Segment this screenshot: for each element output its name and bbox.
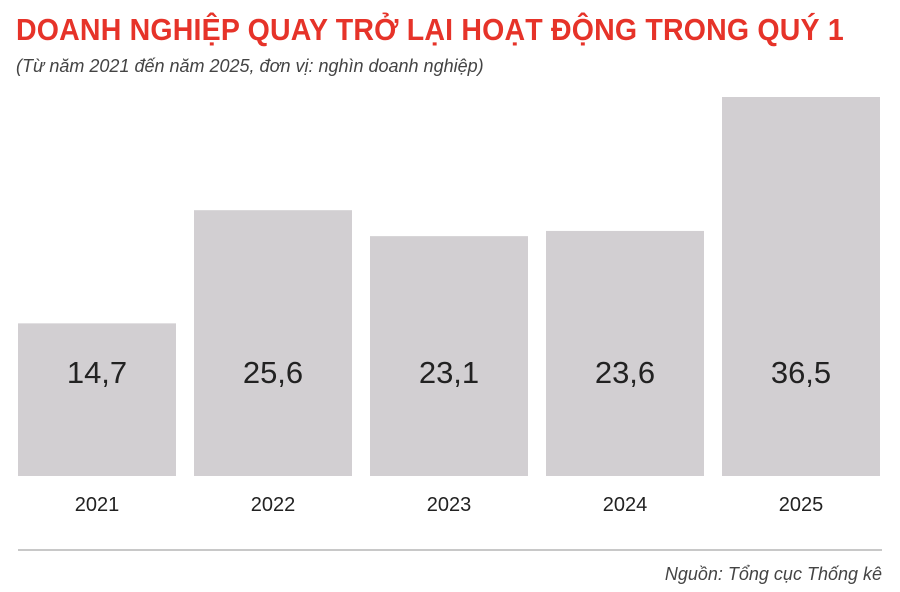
value-label-2021: 14,7 (67, 355, 127, 390)
chart-title: DOANH NGHIỆP QUAY TRỞ LẠI HOẠT ĐỘNG TRON… (16, 12, 844, 47)
bar-2021 (18, 323, 176, 476)
value-label-2023: 23,1 (419, 355, 479, 390)
bar-2024 (546, 230, 704, 476)
x-tick-label-2024: 2024 (603, 494, 648, 516)
value-label-2025: 36,5 (771, 355, 831, 390)
chart-subtitle: (Từ năm 2021 đến năm 2025, đơn vị: nghìn… (16, 56, 484, 76)
bar-2025 (722, 97, 880, 476)
x-tick-label-2021: 2021 (75, 494, 120, 516)
x-axis-labels-group: 2021 2022 2023 2024 2025 (75, 494, 824, 516)
x-tick-label-2022: 2022 (251, 494, 296, 516)
value-label-2024: 23,6 (595, 355, 655, 390)
x-tick-label-2025: 2025 (779, 494, 824, 516)
bar-2023 (370, 236, 528, 476)
value-label-2022: 25,6 (243, 355, 303, 390)
value-labels-group: 14,7 25,6 23,1 23,6 36,5 (67, 355, 831, 390)
source-note: Nguồn: Tổng cục Thống kê (664, 564, 882, 584)
bar-2022 (194, 210, 352, 476)
x-tick-label-2023: 2023 (427, 494, 472, 516)
bars-group (18, 97, 880, 476)
